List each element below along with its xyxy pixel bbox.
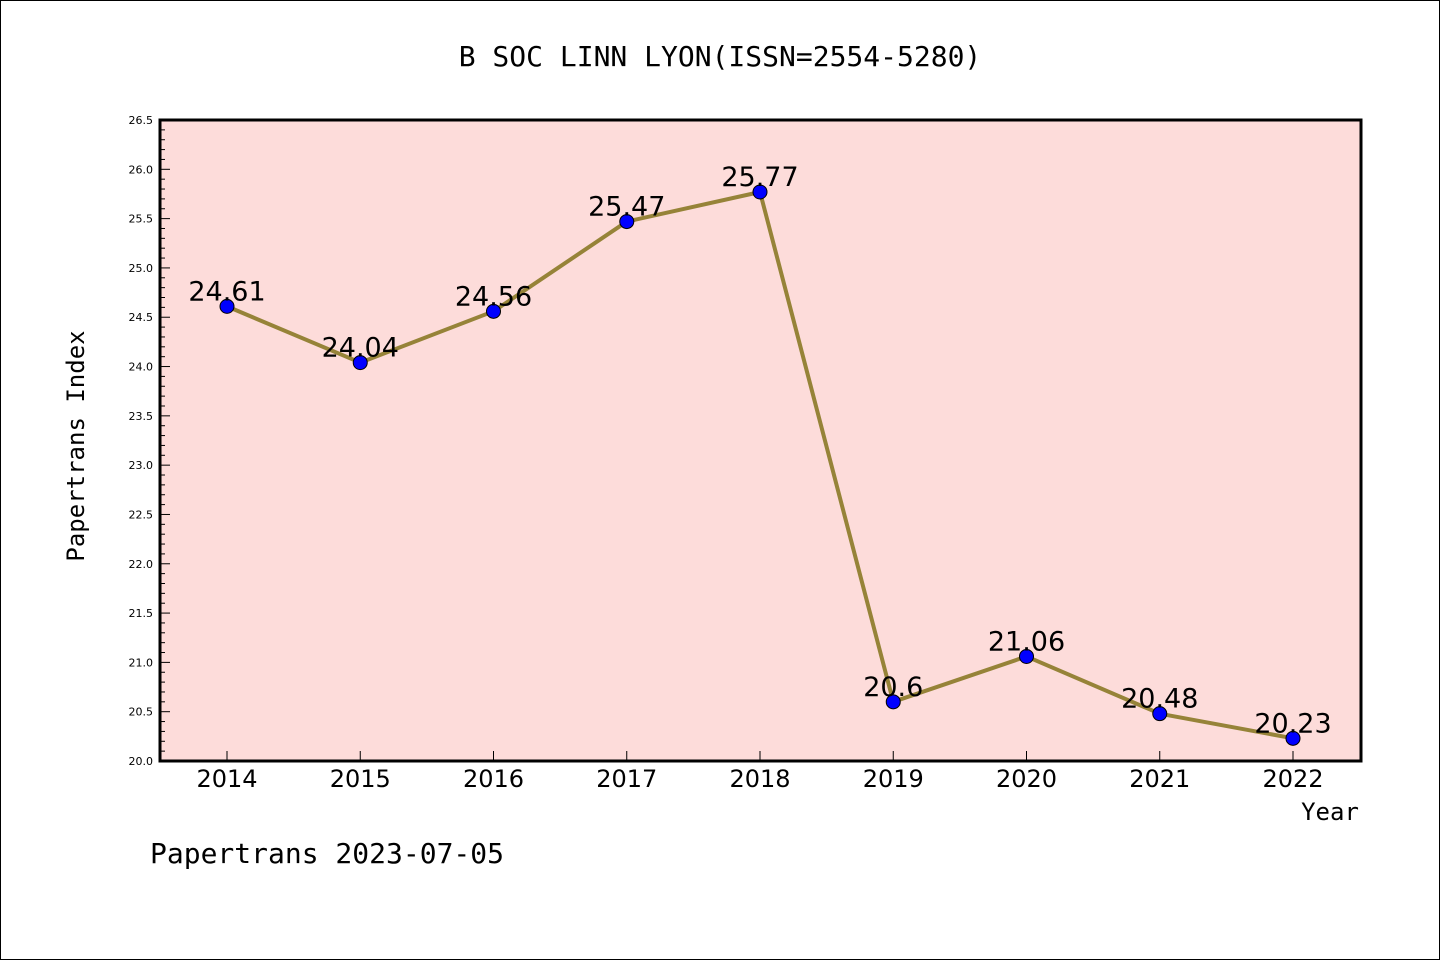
chart-title: B SOC LINN LYON(ISSN=2554-5280) — [459, 40, 982, 73]
y-tick-label: 24.0 — [129, 361, 154, 374]
y-tick-label: 21.5 — [129, 607, 154, 620]
data-label: 25.47 — [588, 192, 665, 223]
y-tick-label: 25.5 — [129, 213, 154, 226]
data-point — [486, 303, 501, 319]
footer-date: Papertrans 2023-07-05 — [150, 837, 504, 870]
y-tick-label: 24.5 — [129, 311, 154, 324]
data-point — [752, 184, 768, 200]
x-tick-label: 2020 — [996, 765, 1057, 793]
data-label: 20.48 — [1121, 684, 1198, 715]
data-point — [1019, 648, 1034, 664]
y-tick-label: 21.0 — [129, 656, 154, 669]
y-tick-label: 22.0 — [129, 558, 154, 571]
x-tick-label: 2016 — [463, 765, 524, 793]
data-point — [885, 694, 901, 710]
data-label: 24.61 — [188, 276, 265, 307]
x-tick-label: 2014 — [196, 765, 257, 793]
series-markers — [219, 184, 1301, 746]
y-tick-label: 26.0 — [129, 163, 154, 176]
y-tick-label: 23.0 — [129, 459, 154, 472]
x-axis: 2014 2015 2016 2017 2018 2019 2020 2021 2022 — [196, 751, 1324, 793]
x-tick-label: 2022 — [1262, 765, 1323, 793]
x-tick-label: 2015 — [330, 765, 391, 793]
plot-area — [158, 118, 1363, 763]
y-axis: 20.0 20.5 21.0 21.5 22.0 22.5 23.0 23.5 24.0 24.5… — [129, 114, 170, 768]
data-point — [352, 355, 368, 371]
data-labels: 24.61 24.04 24.56 25.47 25.77 20.6 21.06 20.48 2… — [188, 162, 1331, 739]
x-axis-label: Year — [1301, 798, 1359, 826]
x-tick-label: 2019 — [863, 765, 924, 793]
y-tick-label: 20.0 — [129, 755, 154, 768]
x-tick-label: 2017 — [596, 765, 657, 793]
data-label: 21.06 — [988, 626, 1065, 657]
data-label: 20.6 — [863, 672, 923, 703]
data-point — [619, 214, 635, 230]
y-tick-label: 23.5 — [129, 410, 154, 423]
y-tick-label: 22.5 — [129, 508, 154, 521]
data-point — [1285, 730, 1301, 746]
y-axis-label: Papertrans Index — [62, 330, 90, 561]
y-tick-label: 25.0 — [129, 262, 154, 275]
x-tick-label: 2021 — [1129, 765, 1190, 793]
data-label: 25.77 — [721, 162, 798, 193]
data-point — [1152, 706, 1168, 722]
data-label: 24.04 — [322, 333, 399, 364]
x-tick-label: 2018 — [729, 765, 790, 793]
data-label: 20.23 — [1254, 708, 1331, 739]
y-tick-label: 26.5 — [129, 114, 154, 127]
y-tick-label: 20.5 — [129, 706, 154, 719]
data-point — [219, 298, 235, 314]
data-label: 24.56 — [455, 281, 532, 312]
